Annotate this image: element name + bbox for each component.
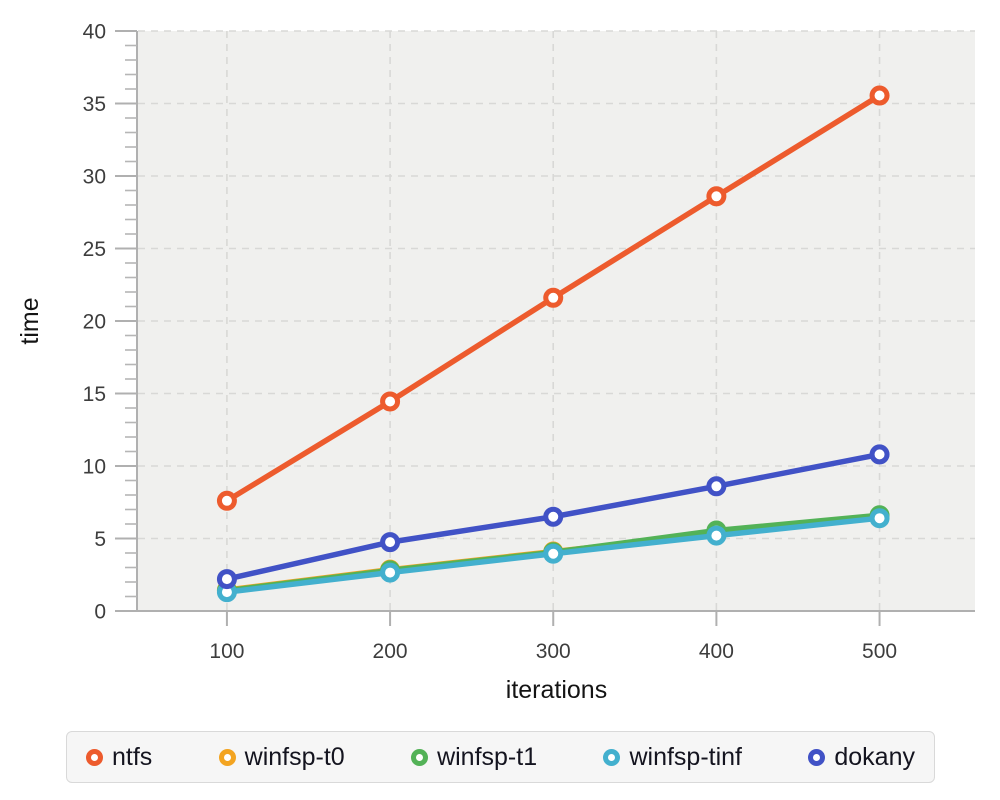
legend-label: dokany (834, 742, 915, 771)
y-axis-title: time (16, 297, 44, 344)
legend-marker-icon (411, 748, 429, 766)
marker-dokany-500 (869, 444, 890, 465)
legend: ntfs winfsp-t0 winfsp-t1 winfsp-tinf dokany (66, 731, 935, 783)
legend-item-dokany: dokany (808, 742, 915, 771)
marker-winfsp-tinf-300 (543, 543, 564, 564)
line-chart: 0 5 10 15 20 25 30 35 40 100 200 300 400 500 iteration… (16, 21, 975, 704)
x-tick-label-400: 400 (699, 640, 734, 663)
y-tick-label-35: 35 (83, 93, 106, 116)
y-tick-label-0: 0 (94, 601, 106, 624)
legend-item-winfsp-tinf: winfsp-tinf (603, 742, 743, 771)
legend-marker-icon (808, 748, 826, 766)
legend-marker-icon (218, 748, 236, 766)
marker-ntfs-200 (380, 391, 401, 412)
marker-ntfs-400 (706, 186, 727, 207)
legend-label: winfsp-tinf (629, 742, 743, 771)
marker-ntfs-500 (869, 85, 890, 106)
legend-label: winfsp-t1 (437, 742, 538, 771)
legend-item-ntfs: ntfs (86, 742, 153, 771)
y-tick-label-25: 25 (83, 238, 106, 261)
x-tick-label-200: 200 (373, 640, 408, 663)
marker-ntfs-100 (216, 490, 237, 511)
legend-item-winfsp-t1: winfsp-t1 (411, 742, 538, 771)
legend-marker-icon (86, 748, 103, 766)
marker-winfsp-tinf-500 (869, 508, 890, 529)
x-axis-title: iterations (506, 676, 607, 704)
legend-marker-icon (603, 748, 621, 766)
marker-winfsp-tinf-200 (380, 562, 401, 583)
x-tick-label-300: 300 (536, 640, 571, 663)
y-tick-label-15: 15 (83, 383, 106, 406)
marker-winfsp-tinf-400 (706, 525, 727, 546)
marker-dokany-400 (706, 476, 727, 497)
marker-dokany-200 (380, 532, 401, 553)
y-tick-label-40: 40 (83, 21, 106, 44)
y-tick-label-10: 10 (83, 456, 106, 479)
legend-item-winfsp-t0: winfsp-t0 (218, 742, 345, 771)
y-tick-label-5: 5 (94, 528, 106, 551)
legend-label: ntfs (112, 742, 153, 771)
y-tick-label-30: 30 (83, 166, 106, 189)
y-tick-label-20: 20 (83, 311, 106, 334)
x-tick-label-100: 100 (209, 640, 244, 663)
x-tick-label-500: 500 (862, 640, 897, 663)
marker-ntfs-300 (543, 287, 564, 308)
marker-dokany-100 (216, 569, 237, 590)
marker-dokany-300 (543, 506, 564, 527)
legend-label: winfsp-t0 (244, 742, 345, 771)
